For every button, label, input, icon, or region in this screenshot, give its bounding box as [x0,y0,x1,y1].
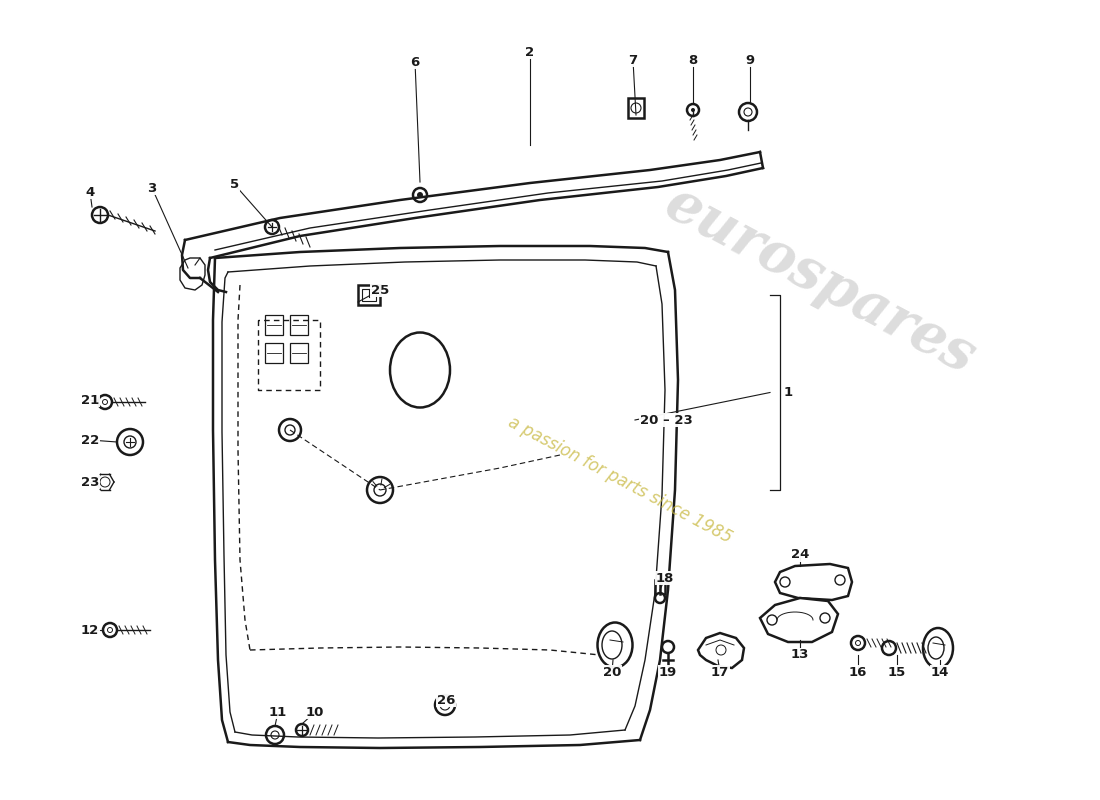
Text: 26: 26 [437,694,455,706]
Circle shape [851,636,865,650]
Text: 17: 17 [711,666,729,678]
Text: 8: 8 [689,54,697,66]
Circle shape [654,593,666,603]
Text: 9: 9 [746,54,755,66]
FancyBboxPatch shape [628,98,643,118]
Circle shape [296,724,308,736]
Text: 20 – 23: 20 – 23 [640,414,693,426]
Text: 3: 3 [147,182,156,194]
Text: 23: 23 [80,475,99,489]
Circle shape [780,577,790,587]
Circle shape [265,220,279,234]
Circle shape [367,477,393,503]
Circle shape [279,419,301,441]
Circle shape [98,395,112,409]
Circle shape [266,726,284,744]
Circle shape [835,575,845,585]
Text: 4: 4 [86,186,95,198]
Text: 16: 16 [849,666,867,678]
Polygon shape [698,633,744,668]
FancyBboxPatch shape [358,285,379,305]
Circle shape [412,188,427,202]
Circle shape [103,623,117,637]
Polygon shape [180,258,205,290]
Text: 22: 22 [81,434,99,446]
Circle shape [434,695,455,715]
Text: 25: 25 [371,283,389,297]
Text: 24: 24 [791,549,810,562]
Circle shape [691,108,695,112]
Text: 15: 15 [888,666,906,678]
Text: eurospares: eurospares [656,175,984,385]
Text: 14: 14 [931,666,949,678]
Text: 12: 12 [81,623,99,637]
Text: 1: 1 [784,386,793,399]
Text: 20: 20 [603,666,622,678]
Text: 6: 6 [410,55,419,69]
Text: 21: 21 [81,394,99,406]
Circle shape [882,641,896,655]
Text: 5: 5 [230,178,240,191]
Circle shape [767,615,777,625]
Circle shape [117,429,143,455]
Circle shape [739,103,757,121]
Text: 19: 19 [659,666,678,678]
Polygon shape [776,564,853,600]
Ellipse shape [923,628,953,668]
Circle shape [417,192,424,198]
Text: 2: 2 [526,46,535,58]
Text: 10: 10 [306,706,324,718]
Text: 7: 7 [628,54,638,66]
Polygon shape [760,598,838,642]
Text: 11: 11 [268,706,287,718]
Text: 18: 18 [656,571,674,585]
FancyBboxPatch shape [654,580,666,594]
Text: a passion for parts since 1985: a passion for parts since 1985 [505,413,735,547]
Ellipse shape [597,622,632,667]
Circle shape [820,613,830,623]
Circle shape [92,207,108,223]
Text: 13: 13 [791,649,810,662]
Circle shape [688,104,698,116]
